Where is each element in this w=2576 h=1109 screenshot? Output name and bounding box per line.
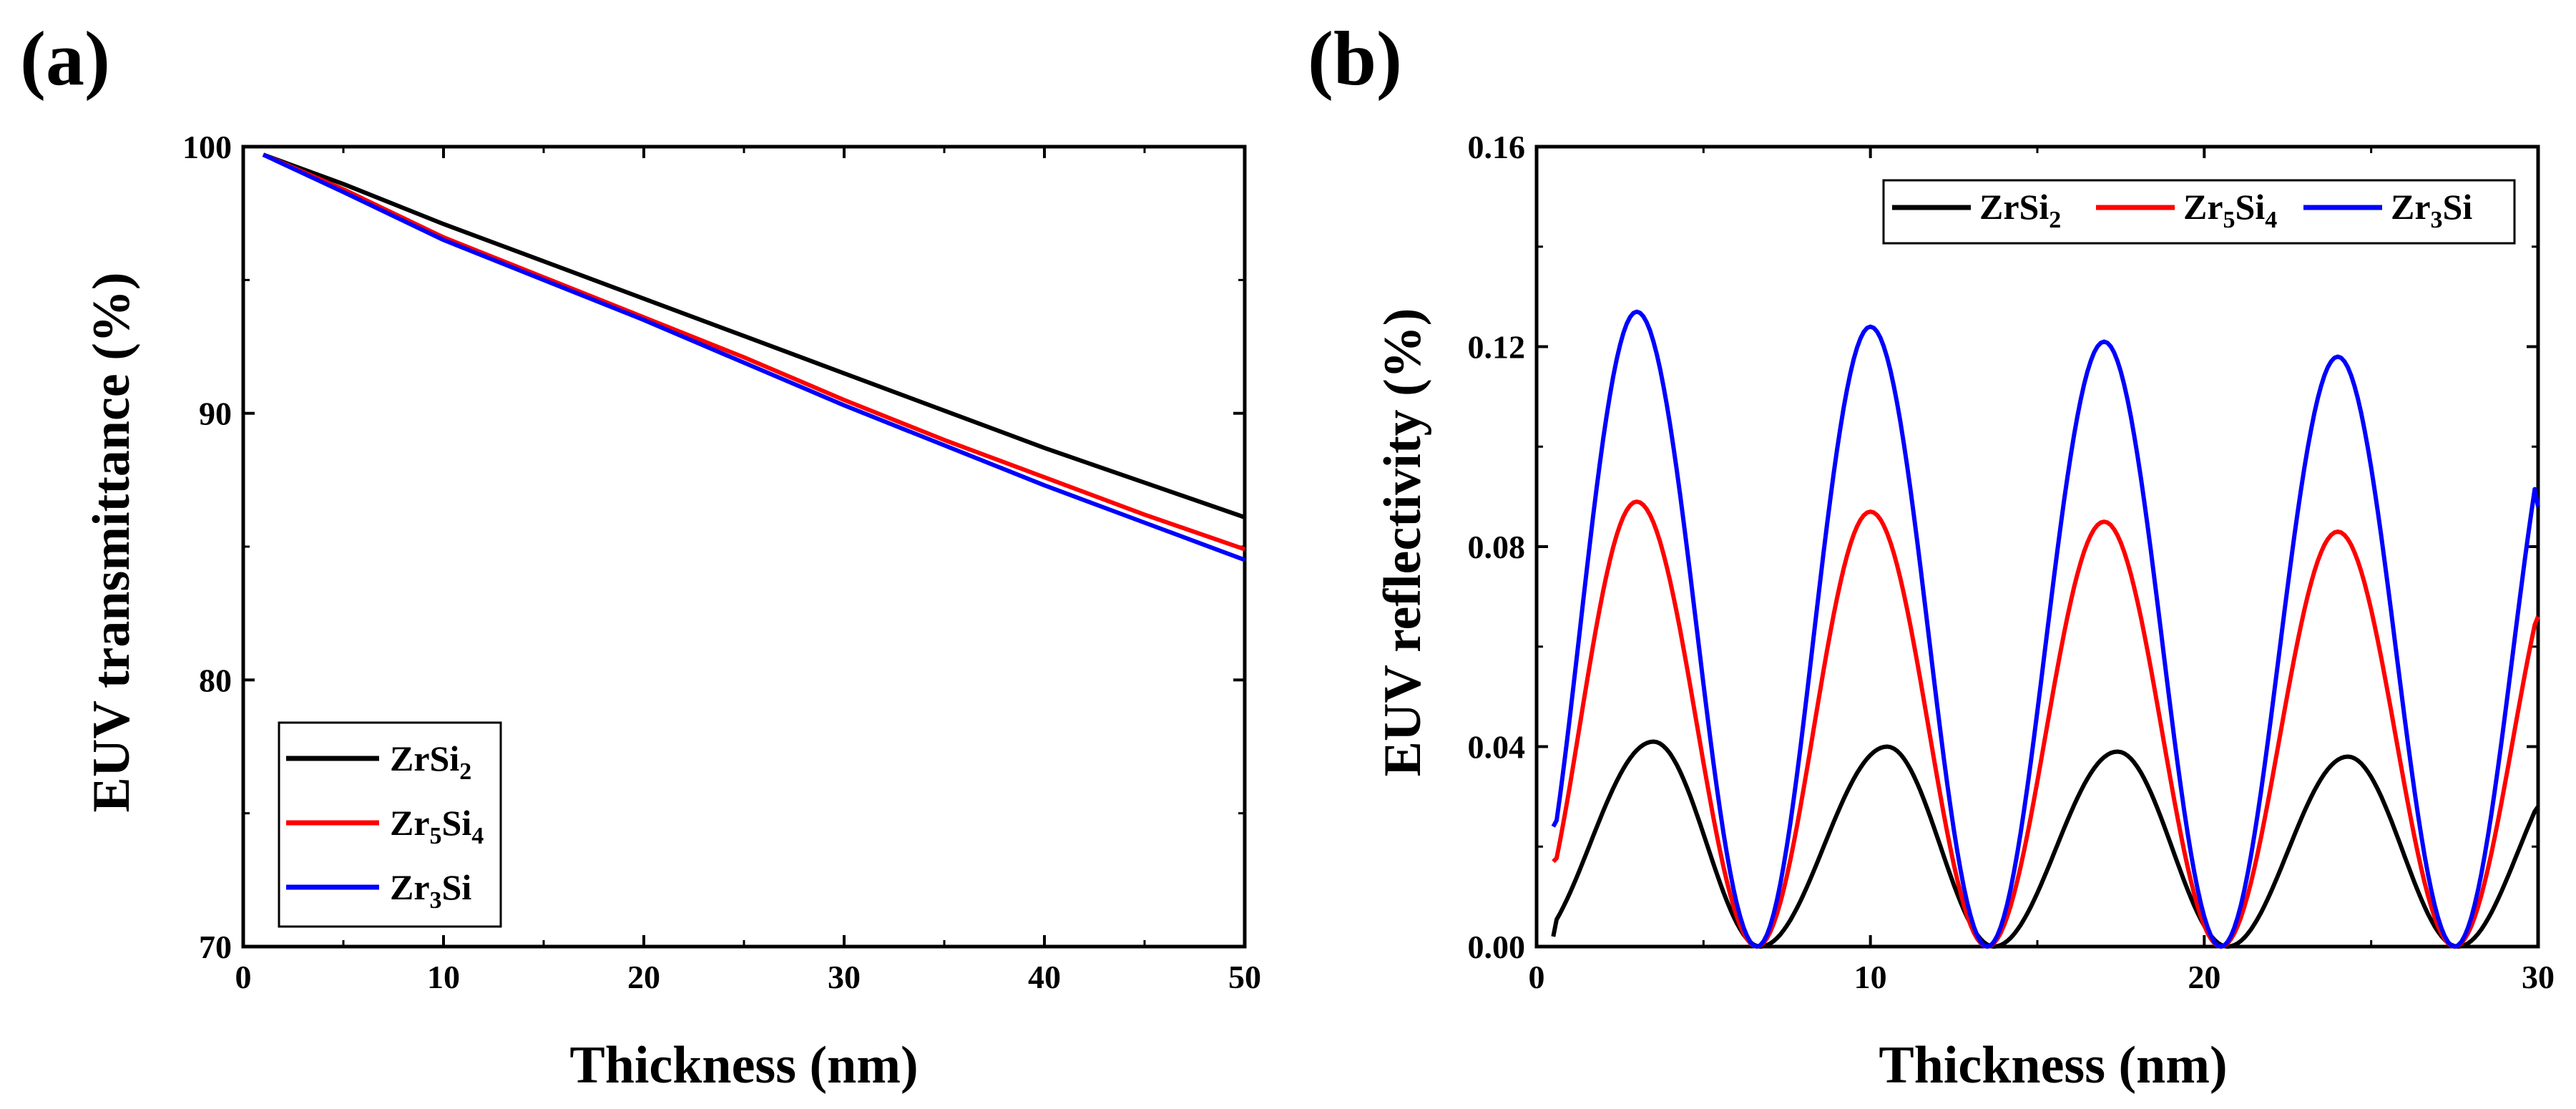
panel-b-legend-label-zrsi2: ZrSi2: [1979, 187, 2061, 233]
series-line-zr5si4: [1552, 499, 2540, 949]
panel-b-x-tick-label: 20: [2188, 959, 2220, 995]
panel-a-x-tick-label: 10: [427, 959, 460, 995]
panel-a-x-tick-label: 40: [1028, 959, 1061, 995]
panel-b-legend-label-zr5si4: Zr5Si4: [2183, 187, 2277, 233]
panel-a-legend-label-zrsi2: ZrSi2: [390, 738, 471, 785]
series-line-zr3si: [1551, 309, 2540, 949]
panel-b-y-tick-label: 0.16: [1468, 129, 1526, 165]
panel-b-x-tick-label: 0: [1529, 959, 1545, 995]
panel-a-y-tick-label: 90: [199, 396, 232, 432]
panel-b-x-axis-title: Thickness (nm): [1879, 1036, 2227, 1095]
panel-a-y-tick-label: 80: [199, 662, 232, 698]
panel-b-y-tick-label: 0.08: [1468, 529, 1526, 565]
panel-a-x-tick-label: 20: [627, 959, 660, 995]
panel-a-plot: 0 10 20 30 40 50 70 80 90 100 ZrSi2 Zr5Si4 Zr3Si: [182, 129, 1261, 995]
panel-b-legend-box: [1882, 179, 2516, 245]
panel-b-y-tick-label: 0.04: [1468, 729, 1526, 766]
panel-b-y-axis-title: EUV reflectivity (%): [1373, 308, 1432, 777]
panel-b-x-tick-label: 10: [1854, 959, 1887, 995]
panel-b-y-tick-label: 0.00: [1468, 929, 1526, 965]
panel-a-legend-label-zr3si: Zr3Si: [390, 867, 471, 914]
panel-b-y-tick-label: 0.12: [1468, 329, 1526, 366]
series-line-zr3si: [262, 152, 1246, 562]
panel-a-x-tick-label: 30: [828, 959, 861, 995]
panel-a-x-tick-label: 0: [235, 959, 252, 995]
panel-b-label: (b): [1308, 16, 1402, 102]
panel-a-y-axis-title: EUV transmittance (%): [82, 273, 141, 813]
series-line-zrsi2: [262, 152, 1245, 519]
panel-a-legend-label-zr5si4: Zr5Si4: [390, 803, 484, 849]
panel-a-legend: ZrSi2 Zr5Si4 Zr3Si: [278, 721, 502, 928]
panel-a-y-tick-label: 70: [199, 929, 232, 965]
series-line-zrsi2: [1551, 739, 2540, 949]
series-line-zr5si4: [262, 152, 1245, 552]
panel-a-label: (a): [20, 16, 110, 102]
panel-b-legend: ZrSi2 Zr5Si4 Zr3Si: [1882, 179, 2516, 245]
panel-a-x-axis-title: Thickness (nm): [569, 1036, 918, 1095]
panel-b-x-tick-label: 30: [2522, 959, 2555, 995]
panel-a-y-tick-label: 100: [182, 129, 232, 165]
panel-b-legend-label-zr3si: Zr3Si: [2391, 187, 2472, 233]
panel-a-x-tick-label: 50: [1228, 959, 1261, 995]
